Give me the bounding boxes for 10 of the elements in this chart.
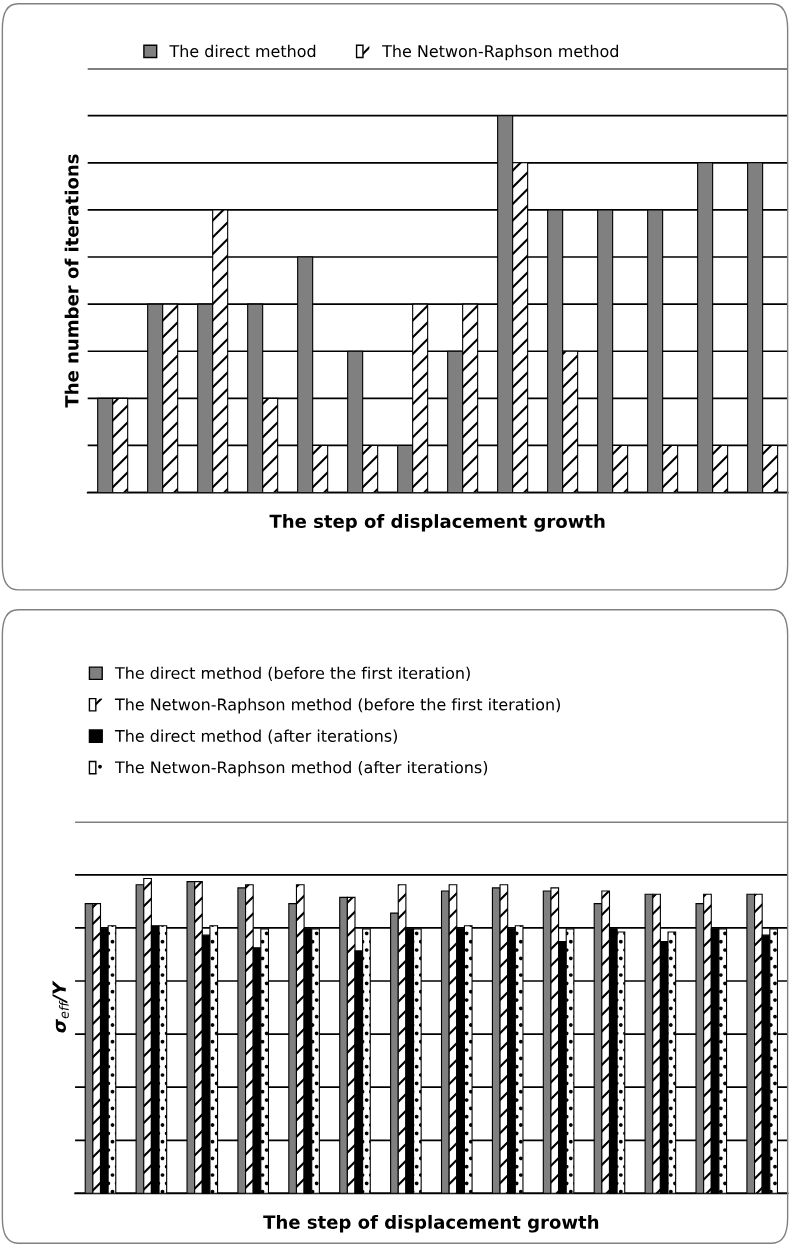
x-axis-title: The step of displacement growth	[263, 1214, 599, 1233]
legend-label: The direct method (after iterations)	[114, 729, 398, 744]
y-axis-title: The number of iterations	[64, 154, 79, 408]
legend-label: The Netwon-Raphson method (before the first iteration)	[114, 698, 560, 714]
legend-label: The Netwon-Raphson method	[382, 44, 618, 61]
legend-label: The Netwon-Raphson method (after iterations)	[114, 760, 488, 777]
x-axis-title: The step of displacement growth	[269, 514, 605, 532]
legend-label: The direct method	[169, 44, 316, 58]
legend-label: The direct method (before the first iteration)	[114, 666, 470, 681]
y-axis-title: σ$_{eff}$/Y	[52, 980, 69, 1033]
